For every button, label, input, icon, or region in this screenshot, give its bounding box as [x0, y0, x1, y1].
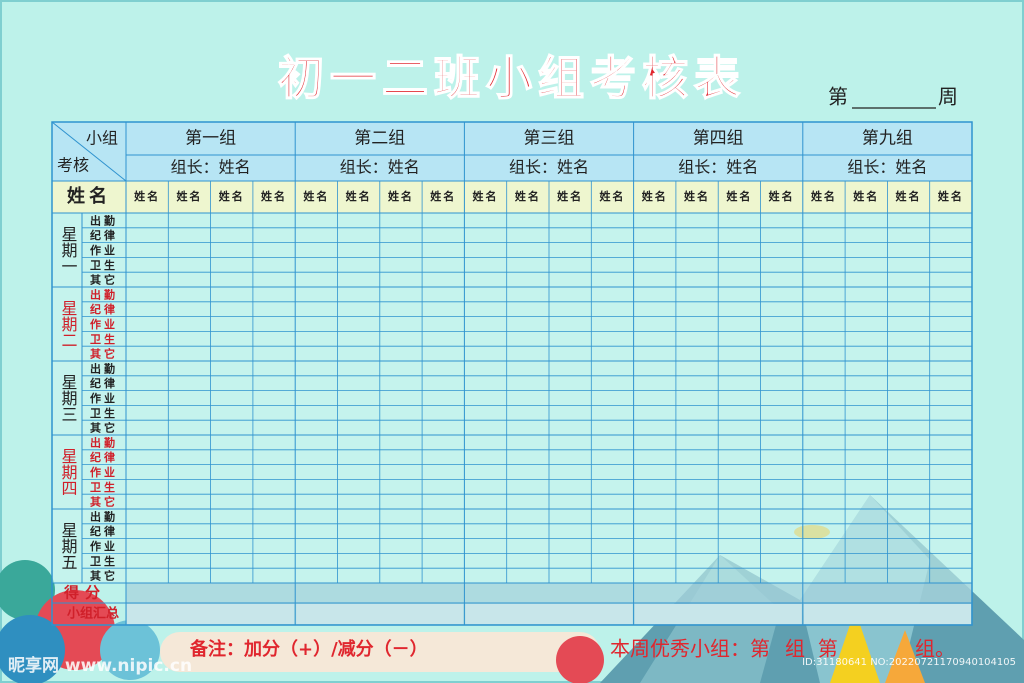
item-label: 其它 [90, 421, 118, 435]
summary-cell [127, 604, 295, 624]
member-name: 姓名 [896, 189, 922, 203]
member-name: 姓名 [388, 189, 414, 203]
item-label: 卫生 [90, 554, 118, 568]
score-label: 得分 [63, 584, 106, 602]
item-label: 卫生 [90, 480, 118, 494]
header-bg [52, 122, 972, 181]
item-label: 作业 [90, 465, 118, 479]
item-label: 出勤 [90, 361, 118, 375]
clouds [0, 560, 604, 683]
member-name: 姓名 [176, 189, 202, 203]
member-name: 姓名 [261, 189, 287, 203]
corner-bottom: 考核 [57, 156, 89, 175]
name-row-bg [52, 181, 972, 213]
item-label: 出勤 [90, 509, 118, 523]
group-name: 第二组 [354, 129, 405, 149]
note: 备注：加分（+）/减分（－） [189, 638, 428, 660]
item-label: 卫生 [90, 406, 118, 420]
item-label: 纪律 [90, 524, 118, 538]
corner-top: 小组 [86, 129, 118, 148]
group-leader: 组长：姓名 [678, 158, 758, 177]
summary-cell [634, 604, 802, 624]
group-leader: 组长：姓名 [340, 158, 420, 177]
item-label: 出勤 [90, 213, 118, 227]
item-label: 其它 [90, 273, 118, 287]
title: 初一二班小组考核表 [278, 51, 746, 105]
cloud [0, 560, 55, 620]
item-label: 作业 [90, 317, 118, 331]
day-label: 星期四 [59, 448, 78, 496]
item-label: 作业 [90, 391, 118, 405]
summary-cell [296, 604, 464, 624]
cloud [100, 620, 160, 680]
group-leader: 组长：姓名 [847, 158, 927, 177]
group-leader: 组长：姓名 [509, 158, 589, 177]
best-suffix: 组。 [915, 637, 955, 661]
item-label: 作业 [90, 243, 118, 257]
item-label: 纪律 [90, 302, 118, 316]
group-name: 第一组 [185, 129, 236, 149]
group-name: 第四组 [693, 129, 744, 149]
item-label: 纪律 [90, 376, 118, 390]
item-label: 其它 [90, 569, 118, 583]
ribbon [160, 632, 600, 672]
best-prefix: 本周优秀小组：第 [610, 637, 770, 661]
member-name: 姓名 [853, 189, 879, 203]
summary-cell [803, 604, 971, 624]
corner-diagonal [51, 121, 127, 182]
member-name: 姓名 [684, 189, 710, 203]
group-name: 第三组 [524, 129, 575, 149]
item-label: 卫生 [90, 258, 118, 272]
group-leader: 组长：姓名 [171, 158, 251, 177]
watermark-id: ID:31180641 NO:20220721170940104105 [802, 657, 1016, 668]
flag [830, 610, 880, 683]
member-name: 姓名 [557, 189, 583, 203]
member-name: 姓名 [599, 189, 625, 203]
item-label: 出勤 [90, 287, 118, 301]
cloud [556, 636, 604, 683]
group-name: 第九组 [862, 129, 913, 149]
member-name: 姓名 [134, 189, 160, 203]
body-bg [52, 213, 972, 583]
member-name: 姓名 [473, 189, 499, 203]
item-label: 其它 [90, 347, 118, 361]
flag [885, 630, 925, 683]
member-name: 姓名 [938, 189, 964, 203]
member-name: 姓名 [642, 189, 668, 203]
summary-label: 小组汇总 [67, 606, 119, 622]
member-name: 姓名 [219, 189, 245, 203]
week-suffix: 周 [938, 85, 958, 109]
name-label: 姓名 [67, 185, 111, 207]
item-label: 纪律 [90, 228, 118, 242]
item-label: 出勤 [90, 435, 118, 449]
day-label: 星期一 [59, 226, 78, 274]
item-label: 卫生 [90, 332, 118, 346]
member-name: 姓名 [769, 189, 795, 203]
best-mid: 组 第 [785, 637, 838, 661]
day-label: 星期三 [59, 374, 78, 422]
item-label: 其它 [90, 495, 118, 509]
member-name: 姓名 [346, 189, 372, 203]
week-prefix: 第 [828, 85, 848, 109]
member-name: 姓名 [430, 189, 456, 203]
member-name: 姓名 [303, 189, 329, 203]
item-label: 纪律 [90, 450, 118, 464]
summary-cell [465, 604, 633, 624]
day-label: 星期五 [59, 522, 78, 570]
cloud [0, 615, 65, 683]
watermark-site: 昵享网 www.nipic.cn [8, 655, 192, 676]
member-name: 姓名 [811, 189, 837, 203]
table-border [51, 121, 973, 626]
member-name: 姓名 [726, 189, 752, 203]
item-label: 作业 [90, 539, 118, 553]
member-name: 姓名 [515, 189, 541, 203]
day-label: 星期二 [59, 300, 78, 348]
